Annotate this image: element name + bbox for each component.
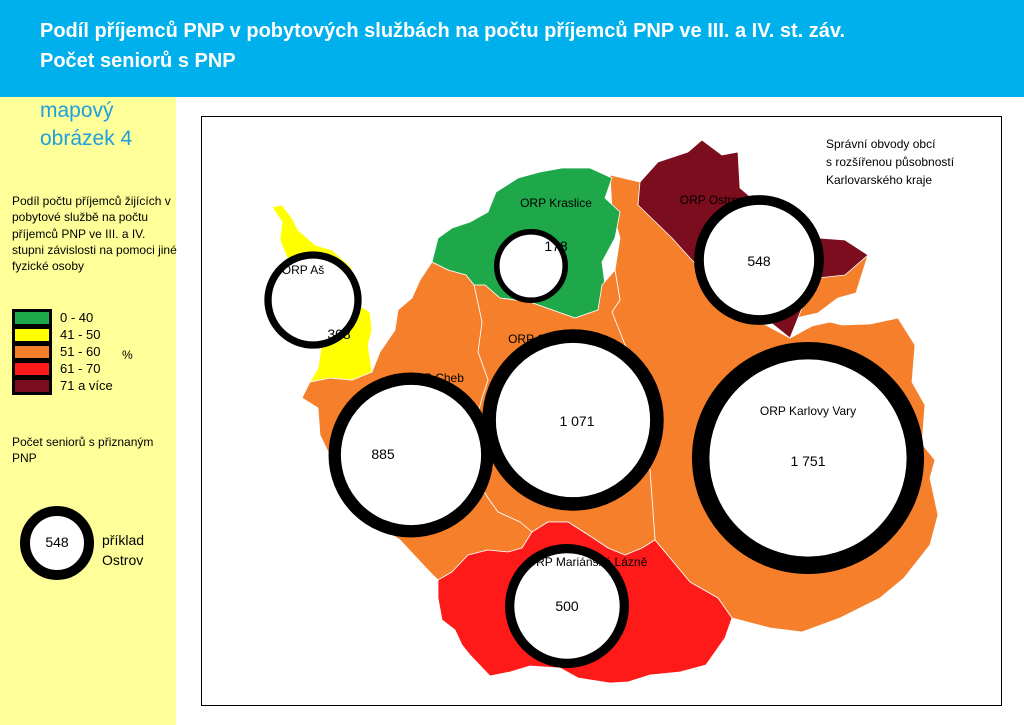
map-note-line3: Karlovarského kraje [826,173,933,187]
legend-label: 61 - 70 [60,361,101,376]
map-number-line2: obrázek 4 [40,127,133,150]
value-label-as: 308 [327,326,351,342]
bubble-karlovy-vary [692,342,925,575]
map-note-line1: Správní obvody obcí [826,137,936,151]
legend-swatch-71-plus [14,379,50,393]
seniors-legend-title: Počet seniorů s přiznaným PNP [12,435,154,466]
region-label-as: ORP Aš [282,263,324,277]
region-label-cheb: ORP Cheb [406,371,464,385]
page-title: Podíl příjemců PNP v pobytových službách… [40,20,846,42]
bubble-layer [264,195,925,668]
region-label-kraslice: ORP Kraslice [520,196,592,210]
legend-label: 71 a více [60,378,113,393]
example-label-line2: Ostrov [102,552,144,568]
legend-swatch-61-70 [14,362,50,376]
region-map: ORP Kraslice 178 ORP Ostrov 548 ORP Aš 3… [264,139,939,684]
region-label-sokolov: ORP Sokolov [508,332,580,346]
legend-swatch-51-60 [14,345,50,359]
example-label: příklad Ostrov [102,530,144,570]
legend-title: Podíl počtu příjemců žijících v pobytové… [12,194,177,274]
legend-swatch-41-50 [14,328,50,342]
value-label-marianske-lazne: 500 [555,598,579,614]
example-value: 548 [45,534,69,550]
legend-label: 41 - 50 [60,327,101,342]
value-label-karlovy-vary: 1 751 [790,453,825,469]
bubble-sokolov [482,329,664,511]
value-label-cheb: 885 [371,446,395,462]
value-label-ostrov: 548 [747,253,771,269]
legend-swatch-0-40 [14,311,50,325]
map-note-line2: s rozšířenou působností [826,155,955,169]
legend-label: 0 - 40 [60,310,94,325]
region-label-marianske-lazne: ORP Mariánské Lázně [527,555,648,569]
bubble-marianske-lazne [505,544,629,668]
legend-unit: % [122,348,133,362]
region-label-ostrov: ORP Ostrov [680,193,744,207]
value-label-sokolov: 1 071 [559,413,594,429]
legend-panel: mapový obrázek 4 Podíl počtu příjemců ži… [0,97,177,725]
region-label-karlovy-vary: ORP Karlovy Vary [760,404,856,418]
map-note: Správní obvody obcí s rozšířenou působno… [826,135,954,189]
map-number: mapový obrázek 4 [40,97,132,153]
bubble-kraslice [494,229,568,303]
bubble-as [264,251,362,349]
map-number-line1: mapový [40,99,114,122]
example-label-line1: příklad [102,532,145,548]
bubble-cheb [328,372,494,538]
value-label-kraslice: 178 [544,238,568,254]
bubble-ostrov [694,195,824,325]
page-subtitle: Počet seniorů s PNP [40,50,236,72]
header-bar: Podíl příjemců PNP v pobytových službách… [0,0,1024,97]
legend-label: 51 - 60 [60,344,101,359]
example-symbol [20,506,94,580]
